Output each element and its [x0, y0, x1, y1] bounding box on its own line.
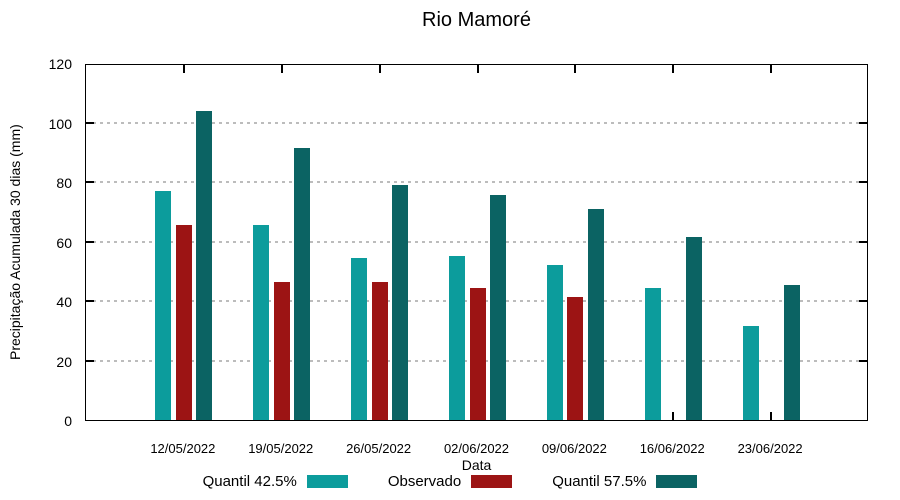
chart-title: Rio Mamoré [422, 9, 531, 31]
y-tick-label-100: 100 [48, 115, 72, 132]
legend-item-quantil-57-5: Quantil 57.5% [552, 473, 698, 490]
y-tick-label-60: 60 [56, 234, 72, 251]
y-tick-label-0: 0 [64, 413, 72, 429]
y-tick-mark [86, 300, 94, 302]
bar-quantil-42-5-12-05-2022 [155, 190, 172, 420]
y-tick-mark [859, 300, 867, 302]
x-tick-label-12-05-2022: 12/05/2022 [150, 441, 216, 456]
y-tick-label-40: 40 [56, 294, 72, 310]
bar-quantil-42-5-23-06-2022 [742, 326, 759, 420]
y-tick-label-20: 20 [56, 353, 72, 370]
x-tick-label-26-05-2022: 26/05/2022 [346, 441, 412, 456]
bar-quantil-42-5-19-05-2022 [253, 225, 270, 420]
x-tick-label-19-05-2022: 19/05/2022 [248, 441, 314, 456]
y-tick-mark [86, 240, 94, 243]
y-tick-label-120: 120 [48, 56, 72, 72]
x-tick-mark [378, 65, 381, 73]
gridline-100 [86, 121, 867, 124]
y-tick-mark [859, 359, 867, 362]
bar-quantil-57-5-09-06-2022 [587, 208, 604, 420]
bar-observado-09-06-2022 [567, 296, 584, 420]
x-tick-label-09-06-2022: 09/06/2022 [541, 441, 607, 456]
x-tick-mark [672, 65, 675, 73]
bar-observado-12-05-2022 [175, 225, 192, 420]
x-tick-label-23-06-2022: 23/06/2022 [737, 441, 803, 456]
legend-label: Quantil 42.5% [202, 473, 297, 490]
legend-item-quantil-42-5: Quantil 42.5% [203, 473, 348, 490]
bar-observado-19-05-2022 [273, 281, 290, 420]
x-tick-mark [672, 412, 675, 420]
legend-swatch-observado [471, 475, 513, 488]
bar-quantil-42-5-16-06-2022 [644, 287, 661, 420]
y-tick-mark [86, 121, 94, 124]
x-tick-mark [182, 65, 185, 73]
x-tick-label-16-06-2022: 16/06/2022 [639, 441, 705, 456]
legend-label: Observado [387, 473, 462, 490]
bar-quantil-57-5-16-06-2022 [685, 237, 702, 420]
legend-swatch-quantil-42-5 [306, 475, 348, 488]
x-tick-mark [770, 412, 773, 420]
bar-quantil-42-5-02-06-2022 [449, 256, 465, 420]
legend-swatch-quantil-57-5 [656, 475, 698, 488]
bar-quantil-57-5-26-05-2022 [392, 184, 409, 420]
bar-quantil-42-5-26-05-2022 [351, 257, 368, 420]
y-tick-mark [86, 181, 94, 183]
y-tick-mark [859, 240, 867, 243]
bar-quantil-57-5-19-05-2022 [294, 147, 311, 420]
y-tick-mark [86, 359, 94, 362]
x-tick-mark [574, 65, 577, 73]
legend: Quantil 42.5% Observado Quantil 57.5% [0, 473, 900, 490]
gridline-60 [86, 240, 867, 243]
legend-item-observado: Observado [387, 473, 513, 490]
y-tick-mark [859, 121, 867, 124]
x-tick-mark [770, 65, 773, 73]
bar-quantil-57-5-02-06-2022 [490, 195, 506, 420]
x-tick-label-02-06-2022: 02/06/2022 [443, 441, 510, 456]
gridline-80 [86, 181, 867, 183]
y-tick-label-80: 80 [56, 175, 72, 191]
bar-quantil-57-5-23-06-2022 [783, 284, 800, 420]
plot-area [85, 64, 868, 421]
x-tick-mark [280, 65, 283, 73]
bar-observado-02-06-2022 [469, 287, 486, 420]
x-axis-label: Data [461, 457, 492, 473]
legend-label: Quantil 57.5% [552, 473, 647, 490]
bar-observado-26-05-2022 [371, 281, 388, 420]
x-tick-mark [476, 65, 479, 73]
bar-quantil-42-5-09-06-2022 [546, 265, 563, 420]
bar-quantil-57-5-12-05-2022 [196, 110, 213, 420]
y-tick-mark [859, 181, 867, 183]
